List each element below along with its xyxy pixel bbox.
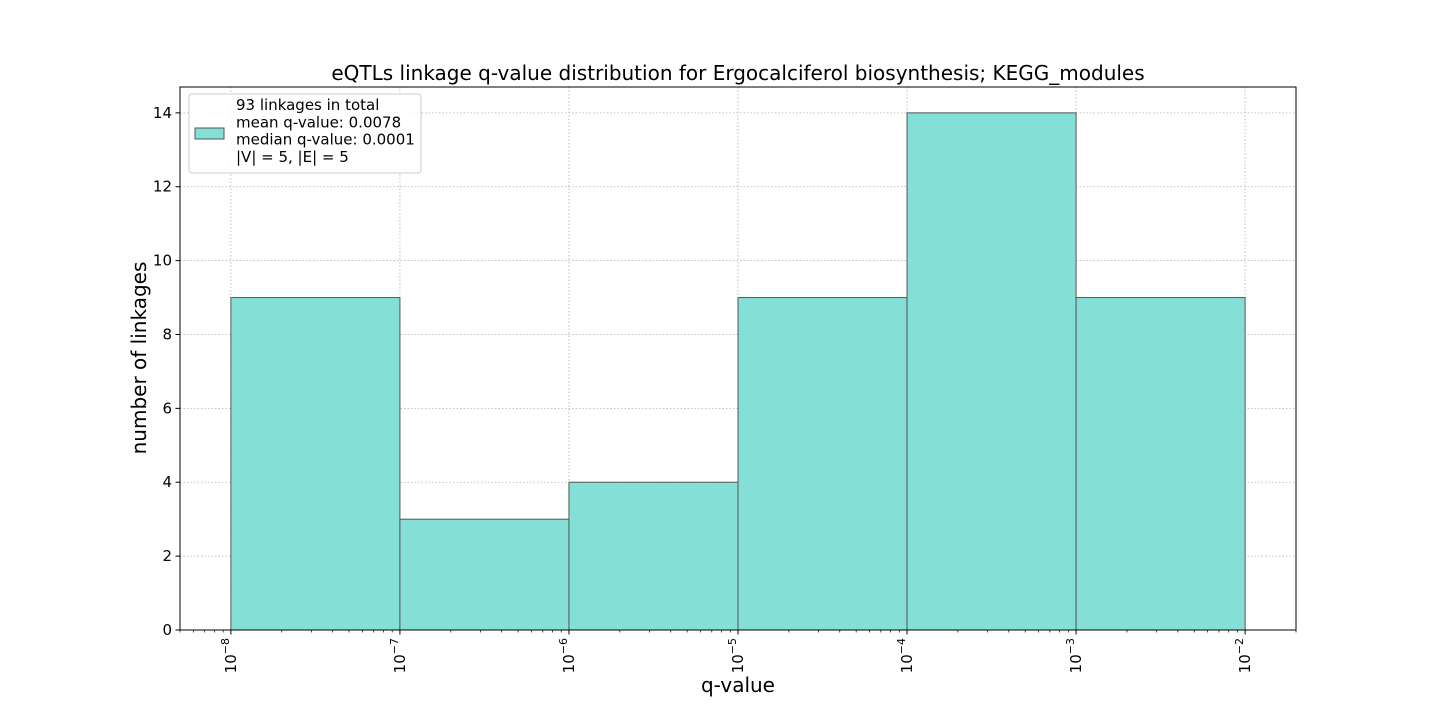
y-axis: 0 2 4 6 8 10 12 14 — [153, 104, 180, 639]
y-axis-label: number of linkages — [127, 262, 151, 455]
y-tick-label-7: 14 — [153, 104, 172, 122]
x-tick-label-text-5: 10−3 — [1064, 638, 1085, 673]
histogram-bar-0 — [230, 297, 401, 631]
x-tick-label-text-4: 10−4 — [895, 638, 916, 673]
legend-line-3: |V| = 5, |E| = 5 — [236, 148, 349, 166]
x-tick-label-0: 10−8 — [219, 638, 240, 673]
y-tick-label-5: 10 — [153, 252, 172, 270]
plot-frame — [179, 86, 1297, 631]
histogram-bar-3 — [737, 297, 908, 631]
legend-line-1: mean q-value: 0.0078 — [236, 113, 401, 131]
y-tick-label-3: 6 — [162, 399, 172, 417]
histogram-bar-2 — [568, 481, 739, 631]
bars-group — [230, 112, 1246, 631]
x-tick-label-text-3: 10−5 — [726, 638, 747, 673]
x-tick-label-6: 10−2 — [1233, 638, 1254, 673]
y-tick-label-4: 8 — [162, 325, 172, 343]
legend-line-0: 93 linkages in total — [236, 96, 379, 114]
chart-title: eQTLs linkage q-value distribution for E… — [331, 61, 1144, 85]
x-tick-label-4: 10−4 — [895, 638, 916, 673]
x-tick-label-text-0: 10−8 — [219, 638, 240, 673]
y-tick-label-1: 2 — [162, 547, 172, 565]
x-tick-label-5: 10−3 — [1064, 638, 1085, 673]
legend-line-2: median q-value: 0.0001 — [236, 131, 415, 149]
x-tick-label-text-2: 10−6 — [557, 638, 578, 673]
y-tick-label-0: 0 — [162, 621, 172, 639]
histogram-bar-4 — [906, 112, 1077, 631]
x-axis-label: q-value — [701, 673, 775, 697]
x-axis: 10−8 10−7 10−6 10−5 10−4 10−3 10−2 — [219, 630, 1254, 673]
x-tick-label-1: 10−7 — [388, 638, 409, 673]
x-tick-label-2: 10−6 — [557, 638, 578, 673]
legend-box — [188, 93, 422, 174]
histogram-bar-1 — [399, 518, 570, 631]
x-tick-label-text-6: 10−2 — [1233, 638, 1254, 673]
histogram-bar-5 — [1075, 297, 1246, 631]
y-tick-label-6: 12 — [153, 178, 172, 196]
x-tick-label-text-1: 10−7 — [388, 638, 409, 673]
x-tick-label-3: 10−5 — [726, 638, 747, 673]
y-tick-label-2: 4 — [162, 473, 172, 491]
legend-swatch — [194, 127, 225, 140]
